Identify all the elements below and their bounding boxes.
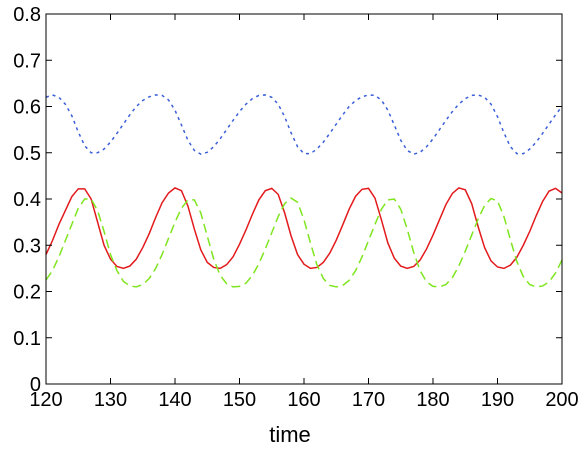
x-tick-label: 180: [416, 389, 449, 411]
x-axis-label: time: [269, 422, 311, 447]
y-tick-label: 0.6: [13, 97, 41, 119]
x-tick-label: 190: [481, 389, 514, 411]
x-tick-label: 200: [545, 389, 578, 411]
x-tick-label: 140: [158, 389, 191, 411]
series-layer: [45, 94, 563, 288]
y-tick-label: 0.8: [13, 4, 41, 26]
x-tick-label: 130: [94, 389, 127, 411]
y-tick-label: 0.5: [13, 143, 41, 165]
y-axis-ticks: 0 0.1 0.2 0.3 0.4 0.5 0.6 0.7 0.8: [13, 4, 562, 396]
y-tick-label: 0.2: [13, 282, 41, 304]
y-tick-label: 0: [30, 374, 41, 396]
series-line-2: [45, 187, 563, 270]
x-tick-label: 170: [352, 389, 385, 411]
x-tick-label: 160: [287, 389, 320, 411]
x-axis-ticks: 120 130 140 150 160 170 180 190 200: [29, 14, 579, 411]
y-tick-label: 0.7: [13, 50, 41, 72]
y-tick-label: 0.3: [13, 235, 41, 257]
series-line-3: [45, 197, 563, 288]
x-tick-label: 150: [223, 389, 256, 411]
y-tick-label: 0.4: [13, 189, 41, 211]
x-tick-label: 120: [29, 389, 62, 411]
y-tick-label: 0.1: [13, 328, 41, 350]
